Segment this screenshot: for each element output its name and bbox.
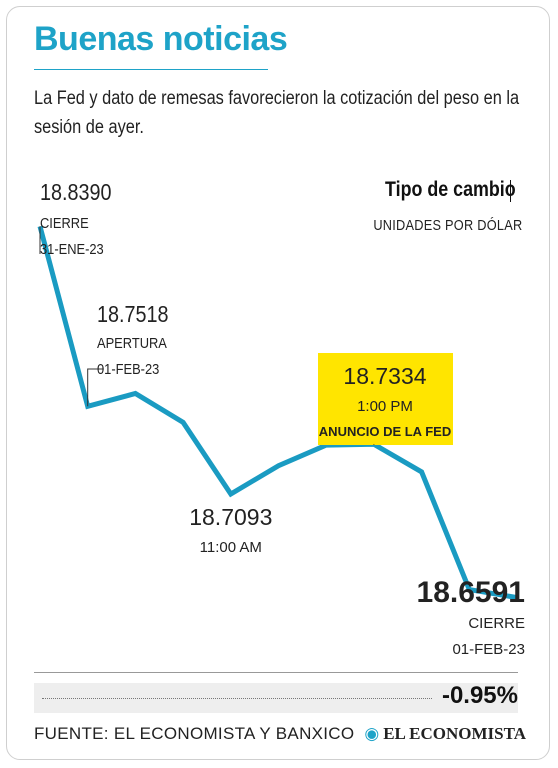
highlight-box xyxy=(318,353,453,445)
unit-title-bar xyxy=(510,180,511,202)
footer-divider xyxy=(34,672,518,673)
percent-change: -0.95% xyxy=(441,682,518,709)
annotation-value: 18.7334 xyxy=(343,363,426,389)
annotation-date: ANUNCIO DE LA FED xyxy=(319,424,451,439)
annotation-value: 18.6591 xyxy=(417,576,525,609)
publisher-logo: ◉ EL ECONOMISTA xyxy=(364,724,526,744)
change-dotted-line xyxy=(42,698,432,699)
logo-icon: ◉ xyxy=(364,724,380,743)
infographic-card xyxy=(6,6,550,760)
annotation-date: 31-ENE-23 xyxy=(40,240,104,257)
annotation-label: 1:00 PM xyxy=(357,398,413,415)
annotation-label: APERTURA xyxy=(97,334,168,351)
annotation-value: 18.8390 xyxy=(40,180,112,206)
unit-title: Tipo de cambio xyxy=(385,178,516,201)
logo-text: EL ECONOMISTA xyxy=(383,724,526,743)
annotation-date: 01-FEB-23 xyxy=(452,641,525,658)
annotation-value: 18.7093 xyxy=(189,504,272,530)
annotation-label: CIERRE xyxy=(40,214,89,231)
page-subtitle: La Fed y dato de remesas favorecieron la… xyxy=(34,88,520,138)
leader-line xyxy=(87,368,104,407)
unit-subtitle: UNIDADES POR DÓLAR xyxy=(372,217,522,234)
title-underline xyxy=(34,69,268,70)
annotation-date: 01-FEB-23 xyxy=(97,360,159,377)
source-note: FUENTE: EL ECONOMISTA Y BANXICO xyxy=(34,724,355,743)
annotation-label: CIERRE xyxy=(468,615,525,632)
annotation-label: 11:00 AM xyxy=(200,539,262,556)
annotation-value: 18.7518 xyxy=(97,302,168,328)
page-title: Buenas noticias xyxy=(34,20,288,58)
